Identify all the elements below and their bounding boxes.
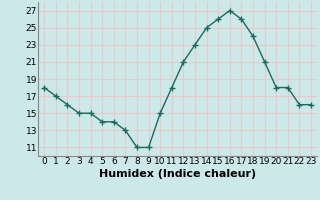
X-axis label: Humidex (Indice chaleur): Humidex (Indice chaleur) [99, 169, 256, 179]
